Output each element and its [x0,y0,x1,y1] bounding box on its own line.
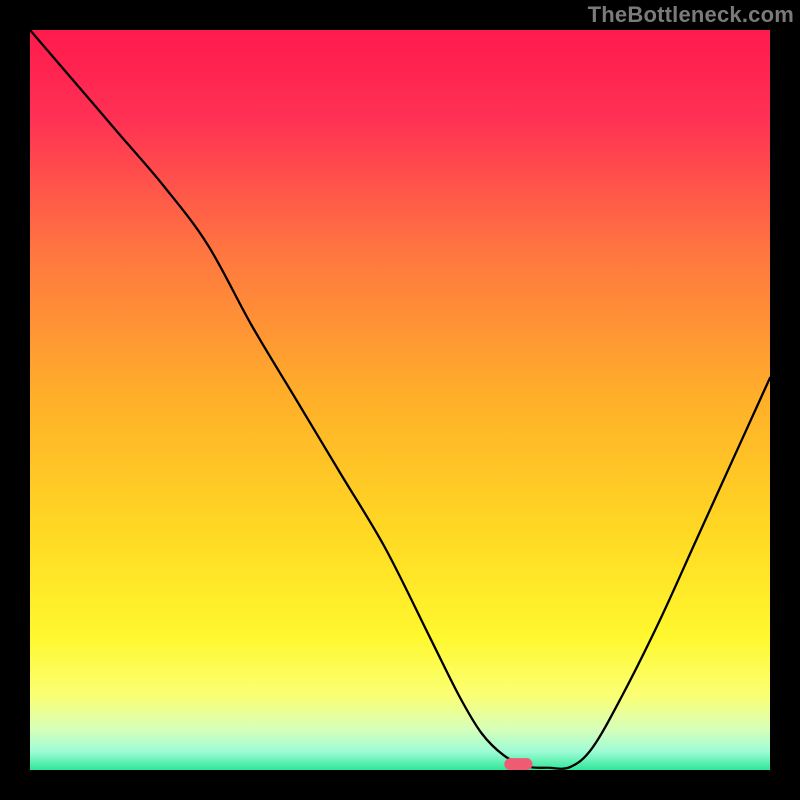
chart-container: TheBottleneck.com [0,0,800,800]
plot-background-gradient [30,30,770,770]
bottleneck-chart [0,0,800,800]
optimal-point-marker [504,758,532,770]
watermark-text: TheBottleneck.com [588,2,794,28]
